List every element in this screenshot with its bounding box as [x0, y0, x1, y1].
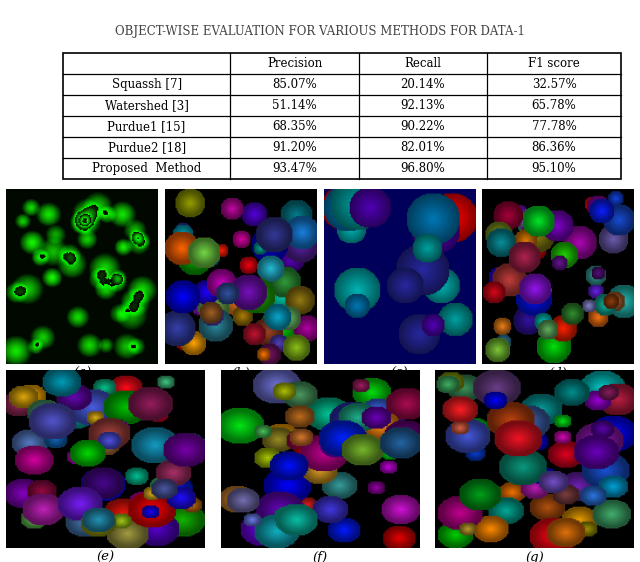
X-axis label: (a): (a) [73, 367, 91, 380]
Text: 82.01%: 82.01% [401, 140, 445, 153]
Text: 96.80%: 96.80% [401, 162, 445, 175]
Text: F1 score: F1 score [528, 57, 580, 70]
Text: 90.22%: 90.22% [401, 120, 445, 133]
Text: OBJECT-WISE EVALUATION FOR VARIOUS METHODS FOR DATA-1: OBJECT-WISE EVALUATION FOR VARIOUS METHO… [115, 25, 525, 38]
Text: 68.35%: 68.35% [272, 120, 317, 133]
Text: Recall: Recall [404, 57, 442, 70]
Text: 77.78%: 77.78% [532, 120, 577, 133]
Text: 93.47%: 93.47% [272, 162, 317, 175]
Text: 32.57%: 32.57% [532, 78, 577, 90]
Text: 86.36%: 86.36% [532, 140, 577, 153]
X-axis label: (g): (g) [525, 551, 544, 562]
Text: 92.13%: 92.13% [401, 99, 445, 112]
Text: 51.14%: 51.14% [272, 99, 317, 112]
X-axis label: (e): (e) [97, 551, 115, 562]
X-axis label: (b): (b) [231, 367, 250, 380]
Text: Watershed [3]: Watershed [3] [105, 99, 189, 112]
X-axis label: (d): (d) [548, 367, 568, 380]
Text: Proposed  Method: Proposed Method [92, 162, 201, 175]
Text: 20.14%: 20.14% [401, 78, 445, 90]
Text: 91.20%: 91.20% [272, 140, 317, 153]
Text: Purdue2 [18]: Purdue2 [18] [108, 140, 186, 153]
X-axis label: (f): (f) [312, 551, 328, 562]
Text: Precision: Precision [267, 57, 322, 70]
Bar [63, 53, 621, 179]
Text: Purdue1 [15]: Purdue1 [15] [108, 120, 186, 133]
Text: 85.07%: 85.07% [272, 78, 317, 90]
Text: 65.78%: 65.78% [532, 99, 577, 112]
X-axis label: (c): (c) [390, 367, 408, 380]
Text: Squassh [7]: Squassh [7] [111, 78, 182, 90]
Text: 95.10%: 95.10% [532, 162, 577, 175]
